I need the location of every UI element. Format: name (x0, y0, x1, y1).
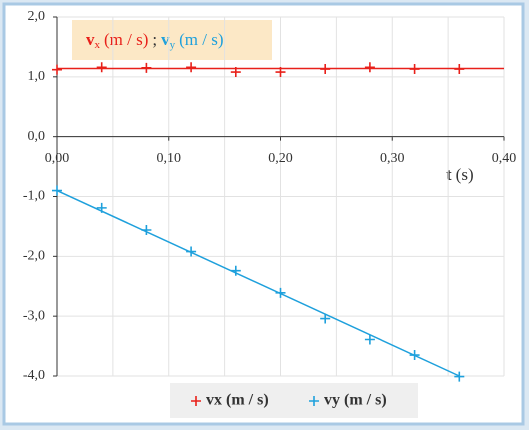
annotation-part: (m / s) (104, 30, 148, 49)
point (52, 185, 62, 196)
x-tick-label: 0,30 (380, 151, 405, 166)
y-tick-label: 0,0 (28, 129, 46, 144)
point (230, 265, 241, 276)
chart-frame (2, 2, 525, 426)
point (52, 64, 62, 75)
point (409, 350, 420, 361)
legend-label: vx (m / s) (206, 392, 269, 409)
annotation-part: (m / s) (179, 30, 223, 49)
annotation-part: ; (152, 30, 157, 49)
y-tick-label: -2,0 (23, 249, 45, 264)
point (275, 287, 286, 298)
point (141, 62, 152, 73)
y-tick-label: -4,0 (23, 368, 45, 383)
point (96, 62, 107, 73)
trendline (56, 189, 460, 377)
point (186, 62, 197, 73)
annotation-box (72, 20, 272, 60)
point (364, 62, 375, 73)
legend-label: vy (m / s) (324, 392, 387, 409)
x-tick-label: 0,40 (492, 151, 517, 166)
point (230, 67, 241, 78)
legend-marker (309, 396, 319, 406)
x-axis-label: t (s) (446, 165, 474, 184)
x-label-unit: (s) (456, 165, 474, 184)
annotation: vx (m / s); vy (m / s) (86, 30, 224, 51)
y-tick-label: -3,0 (23, 308, 45, 323)
point (186, 246, 197, 257)
point (141, 225, 152, 236)
annotation-part: v (86, 30, 95, 49)
annotation-part: v (161, 30, 170, 49)
x-tick-label: 0,10 (157, 151, 182, 166)
annotation-part: x (95, 39, 101, 51)
annotation-part: y (170, 39, 176, 51)
y-tick-label: -1,0 (23, 189, 45, 204)
point (364, 334, 375, 345)
x-tick-label: 0,20 (268, 151, 293, 166)
point (454, 371, 465, 382)
legend-marker (191, 396, 201, 406)
point (454, 64, 465, 75)
x-label-var: t (446, 165, 452, 184)
y-tick-label: 1,0 (28, 69, 46, 84)
legend-box (170, 383, 418, 418)
point (320, 64, 331, 75)
point (96, 202, 107, 213)
y-tick-label: 2,0 (28, 9, 46, 24)
point (320, 313, 331, 324)
point (409, 64, 420, 75)
point (275, 67, 286, 78)
